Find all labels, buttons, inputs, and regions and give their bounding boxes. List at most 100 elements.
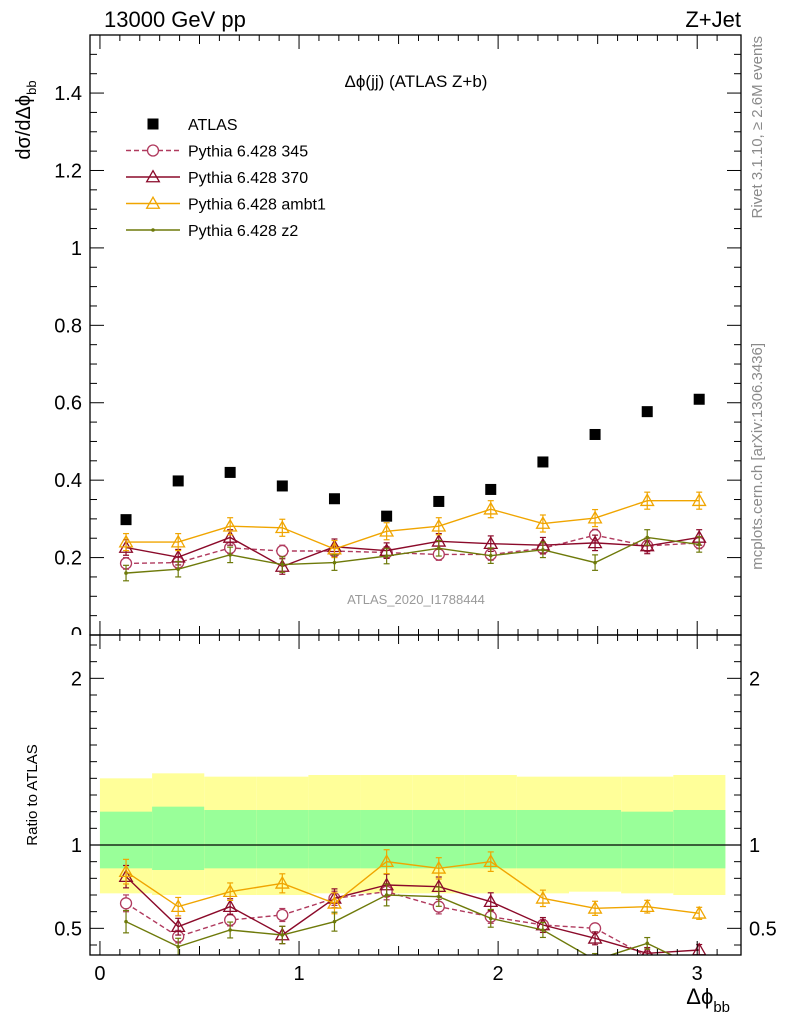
series-pythia-6-428-z2 xyxy=(123,529,703,582)
ratio-point xyxy=(170,899,186,913)
ratio-point xyxy=(228,928,232,932)
data-point xyxy=(697,542,701,547)
data-point xyxy=(379,523,395,537)
main-plot-title: Δϕ(jj) (ATLAS Z+b) xyxy=(345,72,488,91)
data-point xyxy=(433,495,445,507)
data-point xyxy=(587,510,603,524)
series-line xyxy=(126,534,700,565)
data-point xyxy=(589,428,601,440)
ratio-point xyxy=(483,894,499,908)
ratio-point xyxy=(274,875,290,889)
x-axis-label: Δϕbb xyxy=(686,984,730,1016)
ratio-point xyxy=(176,944,180,949)
data-point xyxy=(172,475,184,487)
ratio-point xyxy=(436,894,441,899)
ratio-line xyxy=(125,860,700,915)
legend-marker xyxy=(147,118,159,130)
x-tick-label: 3 xyxy=(692,963,703,985)
series-pythia-6-428-ambt1 xyxy=(118,491,707,559)
ratio-y-tick-label-right: 1 xyxy=(749,835,760,857)
ratio-point xyxy=(124,919,128,924)
x-tick-label: 0 xyxy=(94,963,105,985)
header-right: Z+Jet xyxy=(685,7,741,32)
x-axis-label-main: Δϕ xyxy=(686,984,713,1009)
data-point xyxy=(488,553,493,558)
ratio-point xyxy=(384,893,389,897)
uncertainty-band-inner xyxy=(673,810,726,869)
uncertainty-band-inner xyxy=(568,810,622,869)
data-point xyxy=(327,541,342,555)
ratio-series-pythia-6-428-z2 xyxy=(123,883,674,955)
legend-label: ATLAS xyxy=(188,117,238,134)
data-point xyxy=(436,546,441,551)
y-tick-label: 0.2 xyxy=(54,548,82,570)
data-point xyxy=(332,560,337,565)
legend-marker xyxy=(145,195,161,209)
ratio-point xyxy=(222,884,238,898)
y-tick-label: 0.6 xyxy=(54,393,82,415)
ratio-point xyxy=(379,854,395,868)
ratio-series-pythia-6-428-ambt1 xyxy=(118,849,707,920)
ratio-plot-panel: 0 1 2 3 0.5 0.5 1 1 2 2 Ratio to ATLAS Δϕbb xyxy=(24,634,777,1016)
ratio-point xyxy=(483,854,499,868)
data-point xyxy=(120,514,132,526)
ratio-point xyxy=(118,864,134,878)
data-point xyxy=(483,501,499,515)
data-point xyxy=(645,535,650,540)
series-pythia-6-428-345 xyxy=(119,528,706,570)
y-axis-label-main: dσ/dΔϕ xyxy=(13,95,35,160)
data-point xyxy=(222,529,238,543)
mcplots-side-label: mcplots.cern.ch [arXiv:1306.3436] xyxy=(749,343,766,570)
series-atlas xyxy=(120,393,705,526)
y-axis-label: dσ/dΔϕbb xyxy=(13,80,39,159)
x-tick-label: 1 xyxy=(293,963,304,985)
ratio-y-tick-label-right: 0.5 xyxy=(749,918,777,940)
y-tick-label: 0 xyxy=(71,624,82,646)
main-plot-panel: 00.20.40.60.811.21.4 Δϕ(jj) (ATLAS Z+b) … xyxy=(13,34,742,646)
legend-marker xyxy=(146,144,160,157)
header-left: 13000 GeV pp xyxy=(104,7,246,32)
uncertainty-band-inner xyxy=(308,810,361,869)
data-point xyxy=(176,567,180,571)
data-point xyxy=(431,518,447,532)
x-tick-label: 2 xyxy=(493,963,504,985)
x-axis-label-sub: bb xyxy=(713,999,730,1016)
data-point xyxy=(639,493,655,507)
data-point xyxy=(535,515,551,529)
data-point xyxy=(280,562,285,567)
legend-item-pythia-6-428-z2: Pythia 6.428 z2 xyxy=(126,223,298,240)
ratio-point xyxy=(332,919,337,924)
data-point xyxy=(384,554,389,558)
ratio-y-axis-label: Ratio to ATLAS xyxy=(24,744,41,845)
data-point xyxy=(222,518,238,532)
legend-item-pythia-6-428-345: Pythia 6.428 345 xyxy=(126,144,308,161)
data-point xyxy=(224,466,236,478)
ratio-point xyxy=(280,933,285,937)
series-line xyxy=(125,536,700,574)
y-axis-label-sub: bb xyxy=(24,80,39,94)
ratio-line xyxy=(125,876,700,955)
data-point xyxy=(593,560,597,565)
data-point xyxy=(381,510,393,522)
ratio-point xyxy=(431,860,447,874)
data-point xyxy=(537,456,549,468)
data-point xyxy=(328,493,340,505)
data-point xyxy=(276,544,289,558)
legend-label: Pythia 6.428 370 xyxy=(188,170,308,187)
ratio-point xyxy=(222,899,238,913)
data-point xyxy=(587,535,603,549)
legend-label: Pythia 6.428 345 xyxy=(188,144,308,161)
legend: ATLAS Pythia 6.428 345 Pythia 6.428 370 Pyt… xyxy=(126,117,326,240)
data-point xyxy=(118,534,134,548)
ratio-point xyxy=(119,897,133,910)
ratio-y-tick-label: 1 xyxy=(71,835,82,857)
uncertainty-band-inner xyxy=(516,810,569,869)
rivet-side-label: Rivet 3.1.10, ≥ 2.6M events xyxy=(749,36,766,219)
legend-label: Pythia 6.428 z2 xyxy=(188,223,298,240)
ratio-line xyxy=(125,894,674,955)
ratio-point xyxy=(276,908,289,922)
series-line xyxy=(126,499,700,550)
y-tick-label: 1.4 xyxy=(54,83,82,105)
ratio-point xyxy=(170,919,186,933)
